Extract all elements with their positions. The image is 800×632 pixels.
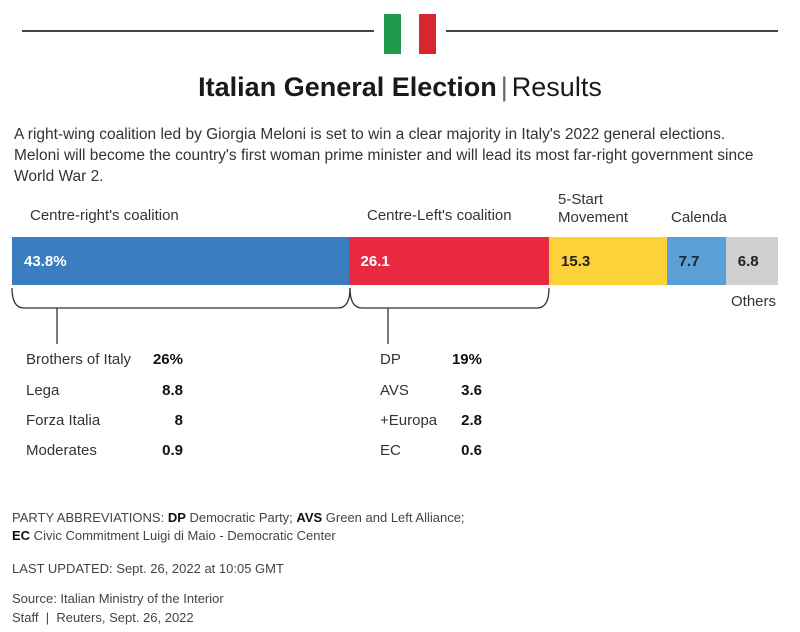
party-label: Brothers of Italy bbox=[26, 351, 132, 368]
brace-centre-right bbox=[11, 287, 351, 309]
party-label: Forza Italia bbox=[26, 412, 101, 429]
description: A right-wing coalition led by Giorgia Me… bbox=[14, 126, 754, 185]
title-separator: | bbox=[500, 72, 508, 102]
party-label: DP bbox=[380, 351, 401, 368]
party-value: 0.6 bbox=[461, 442, 482, 459]
party-value: 0.9 bbox=[162, 442, 183, 459]
bar-segment-five-star: 15.3 bbox=[549, 237, 667, 285]
abbr-avs-key: AVS bbox=[296, 510, 323, 525]
abbr-ec-key: EC bbox=[12, 528, 31, 543]
abbr-avs-val: Green and Left Alliance; bbox=[322, 510, 465, 525]
abbr-ec-val: Civic Commitment Luigi di Maio - Democra… bbox=[30, 528, 336, 543]
party-label: EC bbox=[380, 442, 401, 459]
source-note: Source: Italian Ministry of the Interior bbox=[12, 591, 224, 606]
party-value: 26% bbox=[152, 351, 183, 368]
party-label: Lega bbox=[26, 382, 60, 399]
bar-value-centre-left: 26.1 bbox=[360, 252, 390, 270]
italy-flag-icon bbox=[384, 14, 436, 54]
label-others: Others bbox=[731, 293, 777, 310]
bar-value-five-star: 15.3 bbox=[561, 252, 591, 270]
bar-segment-centre-right: 43.8% bbox=[12, 237, 349, 285]
credit-note: Staff | Reuters, Sept. 26, 2022 bbox=[12, 610, 194, 625]
label-five-star: 5-Start Movement bbox=[558, 191, 628, 227]
abbr-dp-val: Democratic Party; bbox=[185, 510, 297, 525]
label-five-star-line2: Movement bbox=[558, 209, 629, 226]
label-centre-left: Centre-Left's coalition bbox=[367, 207, 512, 224]
label-five-star-line1: 5-Start bbox=[558, 191, 604, 208]
title-subtitle: Results bbox=[511, 72, 602, 102]
last-updated: LAST UPDATED: Sept. 26, 2022 at 10:05 GM… bbox=[12, 561, 284, 576]
party-value: 3.6 bbox=[461, 382, 482, 399]
party-label: Moderates bbox=[26, 442, 97, 459]
abbr-prefix: PARTY ABBREVIATIONS: bbox=[12, 510, 168, 525]
title-bold: Italian General Election bbox=[198, 72, 497, 102]
brace-centre-left bbox=[349, 287, 550, 309]
party-value: 2.8 bbox=[461, 412, 482, 429]
flag-white-stripe bbox=[401, 14, 419, 54]
abbr-dp-key: DP bbox=[167, 510, 186, 525]
bar-value-others: 6.8 bbox=[737, 252, 759, 270]
bar-segment-centre-left: 26.1 bbox=[348, 237, 550, 285]
label-centre-right: Centre-right's coalition bbox=[30, 207, 179, 224]
flag-green-stripe bbox=[384, 14, 402, 54]
bar-value-calenda: 7.7 bbox=[678, 252, 700, 270]
party-value: 8.8 bbox=[162, 382, 183, 399]
bar-segment-calenda: 7.7 bbox=[666, 237, 726, 285]
abbreviations-note: PARTY ABBREVIATIONS: DP Democratic Party… bbox=[12, 509, 465, 545]
party-value: 8 bbox=[174, 412, 183, 429]
coalition-braces bbox=[11, 287, 550, 344]
header-rule-left bbox=[22, 30, 374, 32]
party-value: 19% bbox=[451, 351, 482, 368]
party-label: AVS bbox=[380, 382, 409, 399]
bar-segment-others: 6.8 bbox=[725, 237, 778, 285]
bar-value-centre-right: 43.8% bbox=[24, 252, 67, 270]
header-rule-right bbox=[446, 30, 778, 32]
label-calenda: Calenda bbox=[671, 209, 727, 226]
page-title: Italian General Election | Results bbox=[0, 72, 800, 103]
party-label: +Europa bbox=[380, 412, 438, 429]
flag-red-stripe bbox=[418, 14, 436, 54]
